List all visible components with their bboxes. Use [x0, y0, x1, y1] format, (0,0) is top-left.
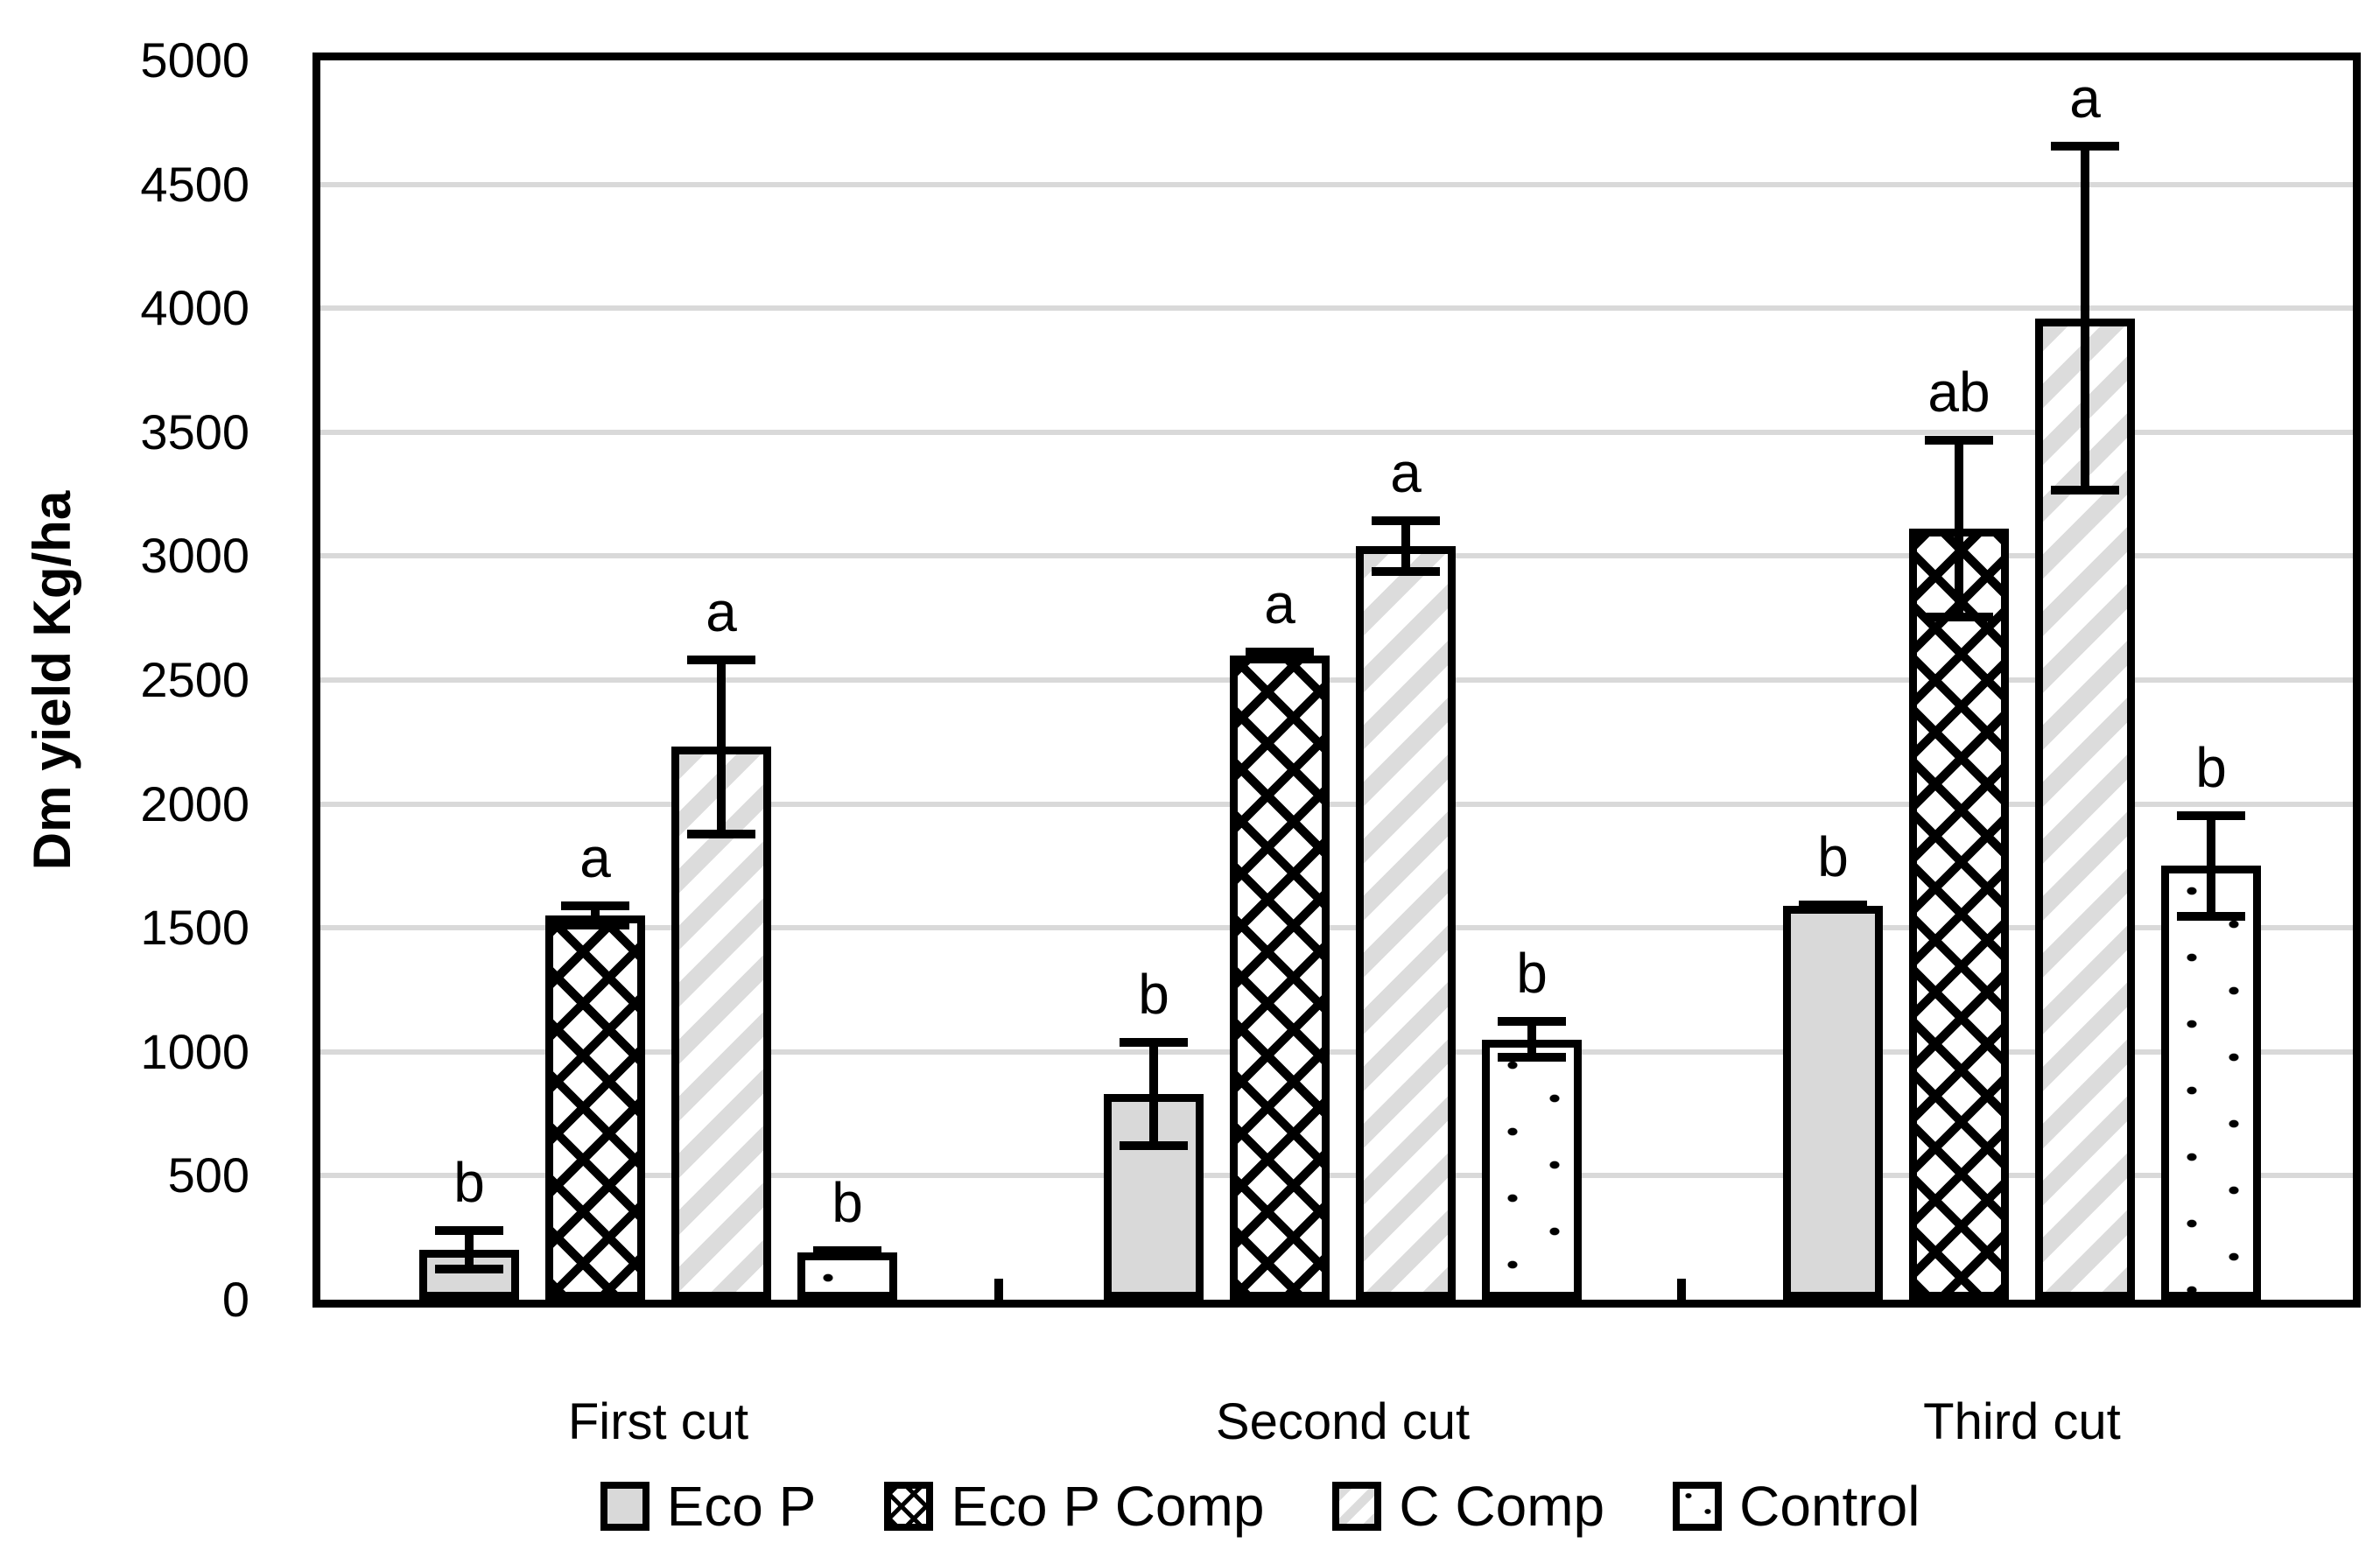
error-bar-line [2207, 811, 2215, 921]
bar-eco-p-comp-first-cut [545, 915, 645, 1300]
significance-letter: a [1264, 572, 1295, 636]
error-bar-top-cap [687, 655, 755, 664]
gridline-1500 [320, 925, 2353, 931]
legend-swatch-gray-diagonal-stripes [1332, 1482, 1382, 1531]
legend: Eco P Eco P Comp C Comp Control [0, 1476, 2380, 1537]
bar-eco-p-comp-third-cut [1909, 529, 2009, 1300]
bar-c-comp-third-cut [2035, 318, 2135, 1300]
gridline-4000 [320, 305, 2353, 312]
error-bar-bottom-cap [1372, 567, 1440, 577]
error-bar-top-cap [1498, 1017, 1566, 1027]
error-bar-line [591, 901, 600, 929]
gridline-3000 [320, 553, 2353, 559]
bar-eco-p-third-cut [1783, 905, 1883, 1300]
gridline-2000 [320, 801, 2353, 807]
legend-label: Control [1739, 1475, 1920, 1538]
error-bar-line [1955, 436, 1963, 622]
x-axis-group-tick [994, 1279, 1003, 1300]
error-bar-line [2081, 142, 2089, 494]
legend-label: Eco P Comp [951, 1475, 1265, 1538]
error-bar-bottom-cap [1498, 1053, 1566, 1063]
significance-letter: b [453, 1151, 485, 1215]
y-tick-label-5000: 5000 [140, 32, 249, 88]
error-bar-bottom-cap [1120, 1140, 1188, 1150]
bar-control-first-cut [797, 1252, 897, 1300]
significance-letter: a [579, 826, 611, 890]
significance-letter: b [1138, 963, 1169, 1027]
legend-swatch-black-dots [1673, 1482, 1723, 1531]
error-bar-top-cap [435, 1226, 503, 1236]
significance-letter: a [1390, 441, 1422, 505]
bar-c-comp-second-cut [1356, 546, 1456, 1300]
bar-control-second-cut [1482, 1039, 1582, 1300]
legend-swatch-solid-gray [600, 1482, 649, 1531]
legend-item-eco-p-comp: Eco P Comp [884, 1476, 1264, 1537]
significance-letter: b [1516, 942, 1548, 1006]
significance-letter: a [706, 579, 737, 643]
error-bar-bottom-cap [1799, 901, 1867, 911]
significance-letter: b [2195, 736, 2227, 800]
y-tick-label-4500: 4500 [140, 156, 249, 212]
y-tick-label-500: 500 [167, 1147, 249, 1203]
error-bar-bottom-cap [1925, 613, 1993, 622]
error-bar-line [1401, 516, 1410, 577]
y-tick-label-4000: 4000 [140, 280, 249, 336]
y-tick-label-3500: 3500 [140, 403, 249, 459]
y-tick-label-1000: 1000 [140, 1023, 249, 1079]
y-tick-label-0: 0 [221, 1272, 249, 1327]
error-bar-top-cap [2177, 811, 2245, 821]
error-bar-bottom-cap [1246, 654, 1314, 663]
significance-letter: b [1817, 825, 1849, 889]
legend-item-eco-p: Eco P [600, 1475, 817, 1538]
error-bar-bottom-cap [687, 830, 755, 839]
error-bar-bottom-cap [561, 920, 629, 929]
plot-area: b a a b b a a b b ab a b [312, 53, 2361, 1308]
gridline-1000 [320, 1049, 2353, 1055]
x-label-first-cut: First cut [567, 1393, 749, 1450]
error-bar-bottom-cap [435, 1265, 503, 1274]
error-bar-bottom-cap [2051, 485, 2119, 494]
error-bar-line [1527, 1017, 1536, 1063]
legend-label: C Comp [1399, 1475, 1605, 1538]
error-bar-top-cap [1246, 648, 1314, 657]
significance-letter: b [832, 1171, 863, 1235]
error-bar-bottom-cap [2177, 911, 2245, 921]
significance-letter: ab [1927, 361, 1990, 424]
significance-letter: a [2069, 67, 2101, 130]
error-bar-top-cap [1372, 516, 1440, 526]
error-bar-top-cap [2051, 142, 2119, 151]
error-bar-top-cap [1925, 436, 1993, 445]
error-bar-line [1149, 1038, 1158, 1150]
x-label-third-cut: Third cut [1923, 1393, 2121, 1450]
error-bar-bottom-cap [813, 1250, 881, 1259]
x-axis-group-tick [1677, 1279, 1686, 1300]
gridline-500 [320, 1173, 2353, 1179]
legend-swatch-black-crosshatch [884, 1482, 934, 1531]
error-bar-line [717, 655, 726, 839]
gridline-3500 [320, 429, 2353, 435]
legend-item-c-comp: C Comp [1332, 1476, 1604, 1537]
gridline-2500 [320, 677, 2353, 683]
bar-eco-p-comp-second-cut [1230, 655, 1330, 1300]
y-tick-label-3000: 3000 [140, 528, 249, 584]
y-tick-label-2000: 2000 [140, 775, 249, 831]
error-bar-top-cap [561, 901, 629, 911]
bar-c-comp-first-cut [671, 747, 771, 1300]
bar-control-third-cut [2161, 866, 2261, 1300]
y-axis-title: Dm yield Kg/ha [23, 490, 82, 870]
x-label-second-cut: Second cut [1215, 1393, 1471, 1450]
legend-label: Eco P [666, 1475, 817, 1538]
gridline-4500 [320, 181, 2353, 187]
legend-item-control: Control [1673, 1476, 1920, 1537]
y-tick-label-2500: 2500 [140, 652, 249, 707]
error-bar-line [465, 1226, 474, 1274]
y-tick-label-1500: 1500 [140, 900, 249, 956]
error-bar-top-cap [1120, 1038, 1188, 1048]
